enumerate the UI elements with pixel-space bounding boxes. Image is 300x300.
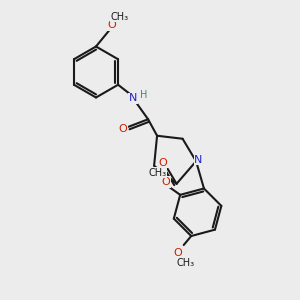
Text: CH₃: CH₃ <box>148 168 167 178</box>
Text: O: O <box>173 248 182 257</box>
Text: O: O <box>161 177 170 187</box>
Text: O: O <box>107 20 116 31</box>
Text: N: N <box>194 155 203 165</box>
Text: CH₃: CH₃ <box>176 258 194 268</box>
Text: H: H <box>140 90 147 100</box>
Text: O: O <box>119 124 128 134</box>
Text: CH₃: CH₃ <box>110 11 128 22</box>
Text: N: N <box>129 93 137 103</box>
Text: O: O <box>159 158 167 168</box>
